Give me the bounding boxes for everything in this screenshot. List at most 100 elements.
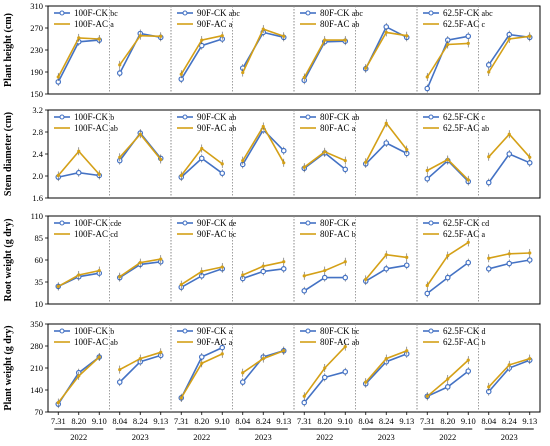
- ck-point: [485, 62, 492, 68]
- ac-point: [97, 268, 101, 273]
- ac-point: [138, 261, 142, 265]
- ck-point: [424, 85, 431, 92]
- legend-significance: ab: [352, 20, 360, 29]
- ac-point: [261, 356, 265, 361]
- x-tick-label: 7.31: [420, 416, 435, 426]
- ac-point: [343, 159, 347, 163]
- y-axis-label: Plant weight (g dry): [3, 325, 14, 410]
- ck-point: [424, 175, 431, 182]
- ac-point: [118, 275, 122, 279]
- legend-entry: 90F-AC bc: [197, 229, 237, 239]
- ck-point: [465, 33, 472, 40]
- ck-point: [280, 147, 287, 154]
- x-tick-label: 8.24: [133, 416, 149, 426]
- y-tick-label: 10: [35, 299, 44, 309]
- legend-significance: ab: [352, 338, 360, 347]
- ac-point: [528, 251, 532, 255]
- ac-point: [220, 352, 224, 356]
- ac-point: [384, 30, 388, 34]
- ck-point: [321, 374, 328, 381]
- ck-point: [75, 169, 82, 176]
- legend-significance: b: [352, 230, 356, 239]
- legend-series-name: 90F-AC: [197, 123, 229, 133]
- x-tick-label: 9.10: [461, 416, 476, 426]
- legend-entry: 80F-AC a: [320, 123, 356, 133]
- year-label: 2023: [132, 432, 149, 442]
- ck-point: [485, 179, 492, 186]
- ck-point: [465, 368, 472, 374]
- legend-significance: a: [229, 20, 233, 29]
- legend-marker: [182, 10, 188, 16]
- legend-significance: abc: [229, 9, 241, 18]
- legend-series-name: 80F-CK: [320, 112, 352, 122]
- y-tick-label: 70: [35, 407, 44, 417]
- ac-point: [56, 400, 60, 405]
- ac-point: [77, 273, 81, 277]
- x-tick-label: 8.20: [71, 416, 86, 426]
- ck-point: [198, 155, 205, 162]
- ac-series-line: [365, 31, 407, 69]
- ac-point: [220, 162, 224, 166]
- legend-significance: ab: [229, 113, 237, 122]
- ac-point: [261, 27, 265, 31]
- x-tick-label: 7.31: [174, 416, 189, 426]
- legend-marker: [428, 328, 434, 334]
- year-label: 2022: [316, 432, 333, 442]
- ac-point: [241, 70, 245, 75]
- year-label: 2023: [378, 432, 395, 442]
- ac-point: [323, 268, 327, 273]
- legend-entry: 62.5F-AC a: [443, 229, 486, 239]
- ac-point: [302, 274, 306, 278]
- ck-point: [239, 379, 246, 385]
- legend-series-name: 62.5F-CK: [443, 8, 482, 18]
- legend-entry: 80F-CK ab: [320, 112, 359, 122]
- ck-point: [219, 170, 226, 177]
- legend-entry: 90F-AC a: [197, 337, 233, 347]
- ac-point: [405, 255, 409, 259]
- ac-point: [220, 265, 224, 269]
- legend-entry: 100F-CK bc: [74, 8, 118, 18]
- legend-marker: [59, 328, 65, 334]
- ck-point: [403, 262, 410, 269]
- ac-point: [200, 269, 204, 274]
- year-label: 2023: [255, 432, 272, 442]
- row-2: Root weight (g dry) 10 35 60 85 110 100F-CK cd…: [3, 211, 541, 309]
- ck-point: [116, 70, 123, 76]
- legend-series-name: 90F-CK: [197, 112, 229, 122]
- ck-point: [321, 274, 328, 281]
- legend-significance: b: [110, 113, 114, 122]
- ac-point: [446, 254, 450, 258]
- legend-series-name: 90F-CK: [197, 326, 229, 336]
- y-tick-label: 1.6: [32, 193, 43, 203]
- ac-point: [138, 132, 142, 136]
- x-tick-label: 8.20: [194, 416, 209, 426]
- ck-point: [342, 368, 349, 375]
- legend-series-name: 80F-CK: [320, 218, 352, 228]
- legend-series-name: 100F-AC: [74, 229, 110, 239]
- legend-series-name: 100F-AC: [74, 123, 110, 133]
- x-tick-label: 8.04: [358, 416, 374, 426]
- ck-point: [465, 259, 472, 266]
- legend-series-name: 90F-AC: [197, 19, 229, 29]
- y-tick-label: 210: [30, 363, 43, 373]
- ac-point: [323, 38, 327, 42]
- ac-point: [97, 37, 101, 41]
- legend-significance: d: [482, 327, 486, 336]
- legend-series-name: 80F-AC: [320, 19, 352, 29]
- legend-series-name: 80F-AC: [320, 123, 352, 133]
- ac-point: [487, 70, 491, 74]
- ac-point: [241, 371, 245, 375]
- legend-entry: 90F-AC ab: [197, 123, 236, 133]
- ac-point: [179, 283, 183, 287]
- ac-point: [118, 367, 122, 372]
- legend-marker: [59, 10, 65, 16]
- legend-series-name: 100F-CK: [74, 112, 110, 122]
- y-tick-label: 2.4: [32, 149, 43, 159]
- ac-point: [179, 396, 183, 400]
